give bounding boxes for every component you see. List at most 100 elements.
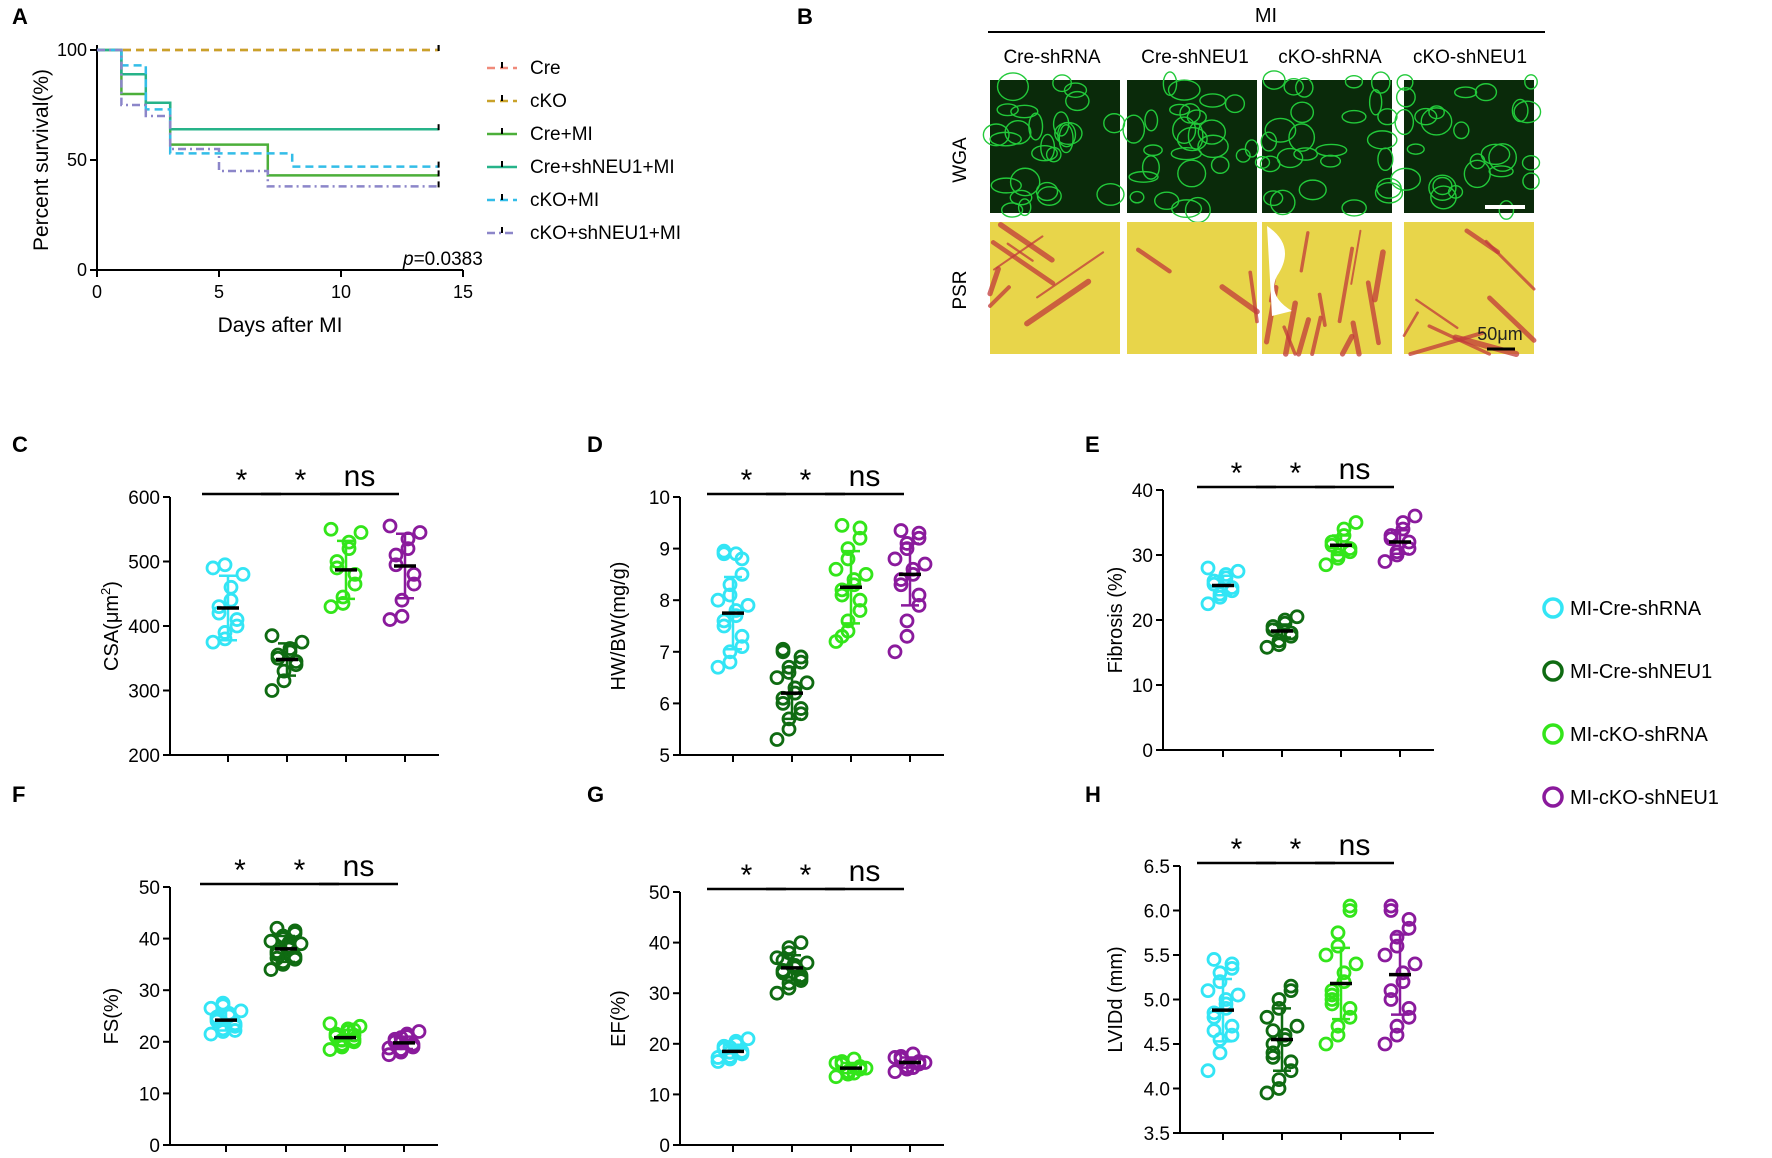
y-tick-label: 50	[649, 883, 670, 904]
column-label-cko-shneu1: cKO-shNEU1	[1413, 47, 1527, 68]
data-point-mi-cko-shneu1	[1395, 521, 1411, 537]
data-point-mi-cko-shneu1	[911, 587, 927, 603]
data-point-mi-cre-shrna	[1230, 563, 1246, 579]
data-point-mi-cko-shrna	[1318, 557, 1334, 573]
collagen-fiber	[1452, 334, 1520, 357]
legend-label-0: Cre	[530, 58, 561, 79]
y-tick-label: 50	[67, 150, 87, 170]
y-tick-label: 6	[659, 694, 670, 715]
y-tick-label: 5	[659, 746, 670, 767]
wga-cell-membrane	[1498, 200, 1515, 220]
data-point-mi-cre-shrna	[734, 567, 750, 582]
wga-cell-membrane	[1432, 176, 1453, 196]
wga-cell-membrane	[1259, 155, 1281, 173]
wga-cell-membrane	[1058, 124, 1074, 154]
wga-cell-membrane	[1341, 109, 1367, 124]
wga-cell-membrane	[1010, 104, 1039, 119]
collagen-fiber	[1408, 330, 1485, 357]
scale-bar-label: 50μm	[1477, 324, 1522, 344]
collagen-fiber	[1365, 280, 1381, 346]
legend-marker-1	[1542, 660, 1564, 682]
survival-line-5	[97, 48, 439, 188]
collagen-fiber	[1282, 325, 1297, 356]
data-point-mi-cko-shneu1	[1377, 554, 1393, 569]
collagen-fiber	[1339, 333, 1355, 357]
legend-label-1: cKO	[530, 91, 567, 112]
data-point-mi-cko-shrna	[1342, 1001, 1358, 1016]
y-tick-label: 100	[57, 40, 87, 60]
y-tick-label: 0	[659, 1136, 670, 1157]
data-point-mi-cko-shrna	[852, 520, 868, 536]
significance-star: *	[800, 859, 812, 892]
data-point-mi-cre-shrna	[217, 631, 233, 647]
data-point-mi-cko-shrna	[834, 628, 850, 644]
collagen-fiber	[1317, 292, 1327, 327]
mi-header: MI	[1255, 5, 1277, 27]
data-point-mi-cko-shrna	[840, 541, 856, 556]
wga-cell-membrane	[1341, 199, 1367, 217]
panel-d-scatter-chart: 5 6 7 8 9 10 HW/BW(mg/g) * * ns	[608, 460, 944, 767]
data-point-mi-cre-shrna	[716, 618, 732, 634]
data-point-mi-cre-shrna	[722, 577, 738, 593]
data-point-mi-cre-shneu1	[263, 962, 279, 977]
data-point-mi-cre-shrna	[1206, 952, 1222, 967]
data-point-mi-cre-shrna	[1200, 596, 1216, 612]
data-point-mi-cko-shneu1	[406, 576, 422, 592]
panel-letter-b: B	[797, 4, 813, 29]
significance-star: *	[741, 464, 753, 497]
y-tick-label: 40	[649, 934, 670, 955]
data-point-mi-cre-shneu1	[1271, 1072, 1287, 1087]
wga-cell-membrane	[1122, 114, 1146, 144]
data-point-mi-cko-shneu1	[1389, 1018, 1405, 1034]
wga-cell-membrane	[1154, 191, 1180, 210]
wga-cell-membrane	[1396, 74, 1414, 91]
data-point-mi-cko-shneu1	[893, 577, 909, 593]
legend-label-2: Cre+MI	[530, 124, 593, 145]
wga-cell-membrane	[1269, 189, 1296, 216]
wga-cell-membrane	[1197, 134, 1229, 159]
data-point-mi-cre-shrna	[1200, 1063, 1216, 1079]
data-point-mi-cre-shneu1	[1271, 992, 1287, 1007]
data-point-mi-cre-shrna	[722, 587, 738, 603]
panel-c-scatter-chart: 200 300 400 500 600 CSA(μm2) * * ns	[98, 460, 439, 767]
data-point-mi-cre-shneu1	[276, 663, 292, 679]
wga-cell-membrane	[1406, 143, 1425, 155]
wga-cell-membrane	[1169, 103, 1191, 116]
wga-cell-membrane	[1244, 139, 1259, 158]
wga-cell-membrane	[1036, 186, 1062, 206]
data-point-mi-cre-shrna	[1230, 987, 1246, 1003]
significance-star: *	[295, 464, 307, 497]
collagen-fiber	[1350, 320, 1362, 357]
collagen-fiber	[1415, 298, 1459, 330]
data-point-mi-cko-shneu1	[1389, 938, 1405, 954]
wga-cell-membrane	[1096, 182, 1125, 206]
data-point-mi-cre-shneu1	[1283, 1054, 1299, 1070]
y-tick-label: 40	[139, 930, 160, 951]
wga-cell-membrane	[1262, 70, 1286, 90]
y-tick-label: 0	[77, 260, 87, 280]
collagen-fiber	[1464, 228, 1501, 255]
collagen-fiber	[1219, 284, 1260, 315]
panel-h-scatter-chart: 3.5 4.0 4.5 5.0 5.5 6.0 6.5 LVIDd (mm) * * ns	[1105, 829, 1434, 1145]
data-point-mi-cre-shrna	[740, 1031, 756, 1047]
legend-label-3: MI-cKO-shNEU1	[1570, 787, 1719, 809]
y-axis-label: EF(%)	[608, 990, 630, 1047]
data-point-mi-cre-shrna	[740, 597, 756, 613]
data-point-mi-cre-shrna	[1206, 1005, 1222, 1021]
collagen-fiber	[1402, 311, 1419, 337]
data-point-mi-cre-shrna	[203, 1026, 219, 1042]
collagen-fiber	[1371, 249, 1386, 303]
wga-cell-membrane	[1017, 198, 1032, 217]
wga-cell-membrane	[1390, 167, 1422, 191]
y-tick-label: 20	[1132, 611, 1153, 632]
data-point-mi-cre-shneu1	[1259, 1085, 1275, 1101]
panel-e-scatter-chart: 0 10 20 30 40 Fibrosis (%) * * ns	[1105, 453, 1434, 762]
data-point-mi-cko-shneu1	[911, 525, 927, 541]
data-point-mi-cre-shrna	[1224, 956, 1240, 972]
collagen-fiber	[1036, 251, 1105, 299]
y-tick-label: 20	[139, 1033, 160, 1054]
y-axis-label: LVIDd (mm)	[1105, 946, 1127, 1052]
y-label-superscript: 2	[98, 588, 113, 595]
data-point-mi-cko-shneu1	[887, 644, 903, 660]
y-tick-label: 10	[649, 488, 670, 509]
